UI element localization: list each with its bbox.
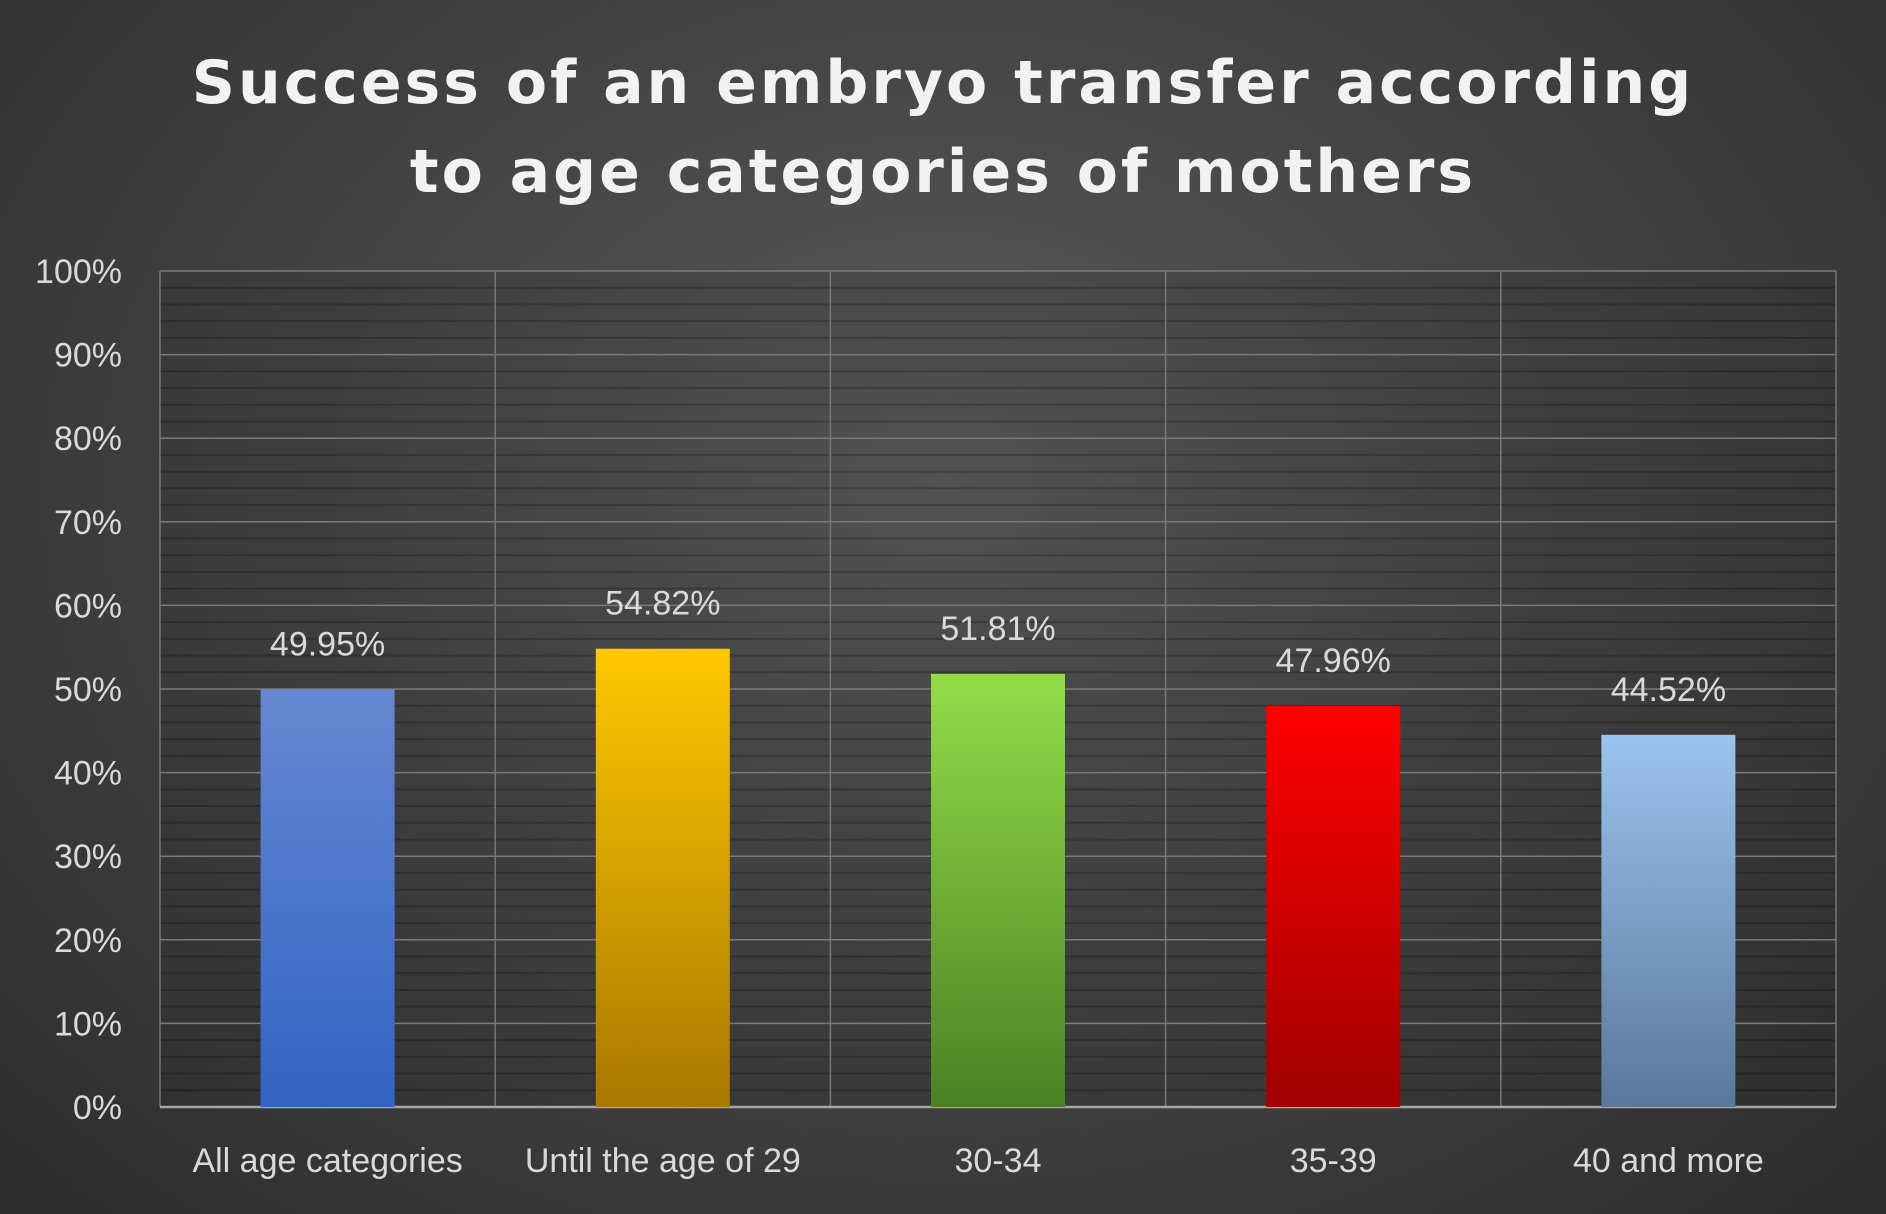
y-tick-label: 100%: [35, 253, 122, 291]
data-label: 51.81%: [940, 610, 1055, 648]
chart-title-line-2: to age categories of mothers: [410, 137, 1476, 207]
chart-title-line-1: Success of an embryo transfer according: [192, 48, 1694, 118]
category-label: 40 and more: [1573, 1142, 1764, 1180]
x-axis-categories: All age categories Until the age of 29 30-…: [192, 1142, 1763, 1180]
category-label: 30-34: [955, 1142, 1042, 1180]
y-tick-label: 20%: [54, 922, 122, 960]
data-label: 44.52%: [1611, 671, 1726, 709]
category-label: All age categories: [192, 1142, 462, 1180]
y-tick-label: 90%: [54, 337, 122, 375]
y-tick-label: 10%: [54, 1005, 122, 1043]
category-label: 35-39: [1290, 1142, 1377, 1180]
data-label: 49.95%: [270, 625, 385, 663]
data-label: 47.96%: [1276, 642, 1391, 680]
bar: [1266, 706, 1401, 1107]
y-tick-label: 0%: [73, 1089, 122, 1127]
y-tick-label: 50%: [54, 671, 122, 709]
y-tick-label: 60%: [54, 587, 122, 625]
y-tick-label: 80%: [54, 420, 122, 458]
y-tick-label: 70%: [54, 504, 122, 542]
y-axis-ticks: 0% 10% 20% 30% 40% 50% 60% 70% 80% 90% 100%: [35, 253, 122, 1127]
data-labels: 49.95% 54.82% 51.81% 47.96% 44.52%: [270, 585, 1726, 709]
bars: [260, 648, 1736, 1107]
bar: [1601, 734, 1736, 1107]
y-tick-label: 40%: [54, 755, 122, 793]
data-label: 54.82%: [605, 585, 720, 623]
y-tick-label: 30%: [54, 838, 122, 876]
bar: [931, 673, 1065, 1107]
category-label: Until the age of 29: [525, 1142, 801, 1180]
bar: [595, 648, 730, 1107]
bar: [260, 689, 395, 1107]
